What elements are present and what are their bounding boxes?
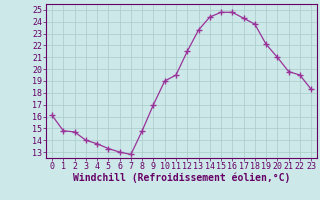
X-axis label: Windchill (Refroidissement éolien,°C): Windchill (Refroidissement éolien,°C) <box>73 173 290 183</box>
